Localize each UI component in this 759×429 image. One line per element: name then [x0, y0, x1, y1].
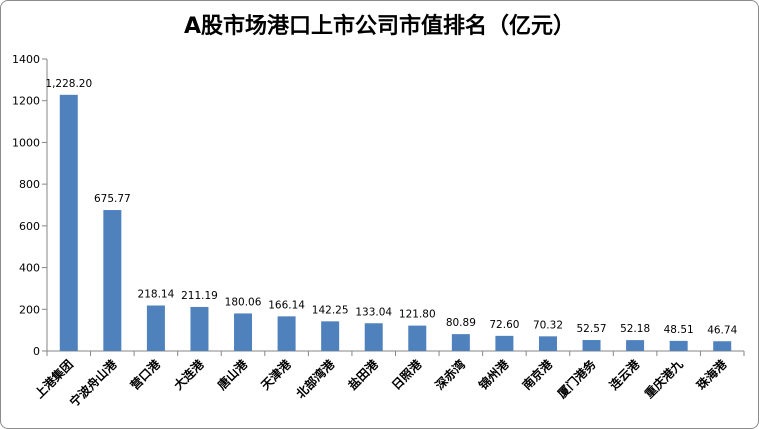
bar: [364, 323, 383, 351]
category-label: 唐山港: [214, 356, 251, 393]
data-label: 1,228.20: [45, 78, 92, 90]
y-tick-label: 400: [19, 262, 40, 275]
bar: [277, 316, 296, 351]
bars: [59, 94, 732, 351]
data-label: 133.04: [355, 306, 392, 318]
y-tick-label: 0: [33, 345, 40, 358]
y-tick-label: 1200: [12, 95, 40, 108]
bar: [713, 341, 732, 351]
data-label: 70.32: [533, 319, 563, 331]
data-label: 46.74: [707, 324, 737, 336]
data-label: 80.89: [446, 317, 476, 329]
category-label: 珠海港: [693, 356, 730, 393]
bar: [103, 210, 122, 351]
bar: [146, 305, 165, 351]
data-label: 72.60: [489, 319, 519, 331]
data-label: 52.18: [620, 323, 650, 335]
category-label: 北部湾港: [293, 356, 338, 401]
data-label: 142.25: [312, 304, 349, 316]
chart-title: A股市场港口上市公司市值排名（亿元）: [183, 14, 576, 39]
bar: [451, 334, 470, 351]
bar: [408, 325, 427, 351]
category-label: 宁波舟山港: [66, 356, 120, 410]
bar: [59, 94, 78, 351]
data-label: 218.14: [138, 289, 175, 301]
category-label: 天津港: [258, 356, 295, 393]
category-label: 厦门港务: [554, 356, 599, 401]
data-label: 180.06: [225, 296, 262, 308]
category-label: 连云港: [606, 356, 643, 393]
category-label: 大连港: [171, 356, 208, 393]
data-label: 211.19: [181, 290, 218, 302]
bar: [190, 306, 209, 351]
y-tick-label: 600: [19, 220, 40, 233]
data-label: 48.51: [664, 324, 694, 336]
y-tick-label: 1400: [12, 53, 40, 66]
bar: [582, 340, 601, 351]
y-tick-label: 1000: [12, 136, 40, 149]
bar: [321, 321, 340, 351]
bar: [669, 340, 688, 351]
category-label: 营口港: [127, 356, 164, 393]
category-label: 重庆港九: [641, 357, 686, 402]
y-tick-label: 800: [19, 178, 40, 191]
bar: [626, 340, 645, 351]
bar: [234, 313, 253, 351]
category-label: 上港集团: [31, 357, 76, 402]
data-label: 166.14: [268, 299, 305, 311]
data-label: 121.80: [399, 309, 436, 321]
y-tick-label: 200: [19, 303, 40, 316]
bar: [495, 335, 514, 351]
data-label: 52.57: [577, 323, 607, 335]
bar: [538, 336, 557, 351]
category-label: 深赤湾: [432, 357, 468, 393]
category-label: 日照港: [388, 356, 425, 393]
data-label: 675.77: [94, 193, 131, 205]
category-label: 盐田港: [345, 356, 382, 393]
category-label: 南京港: [519, 356, 556, 393]
data-labels: 1,228.20 675.77 218.14 211.19 180.06 166.14 14…: [45, 78, 737, 336]
category-label: 锦州港: [475, 356, 512, 393]
